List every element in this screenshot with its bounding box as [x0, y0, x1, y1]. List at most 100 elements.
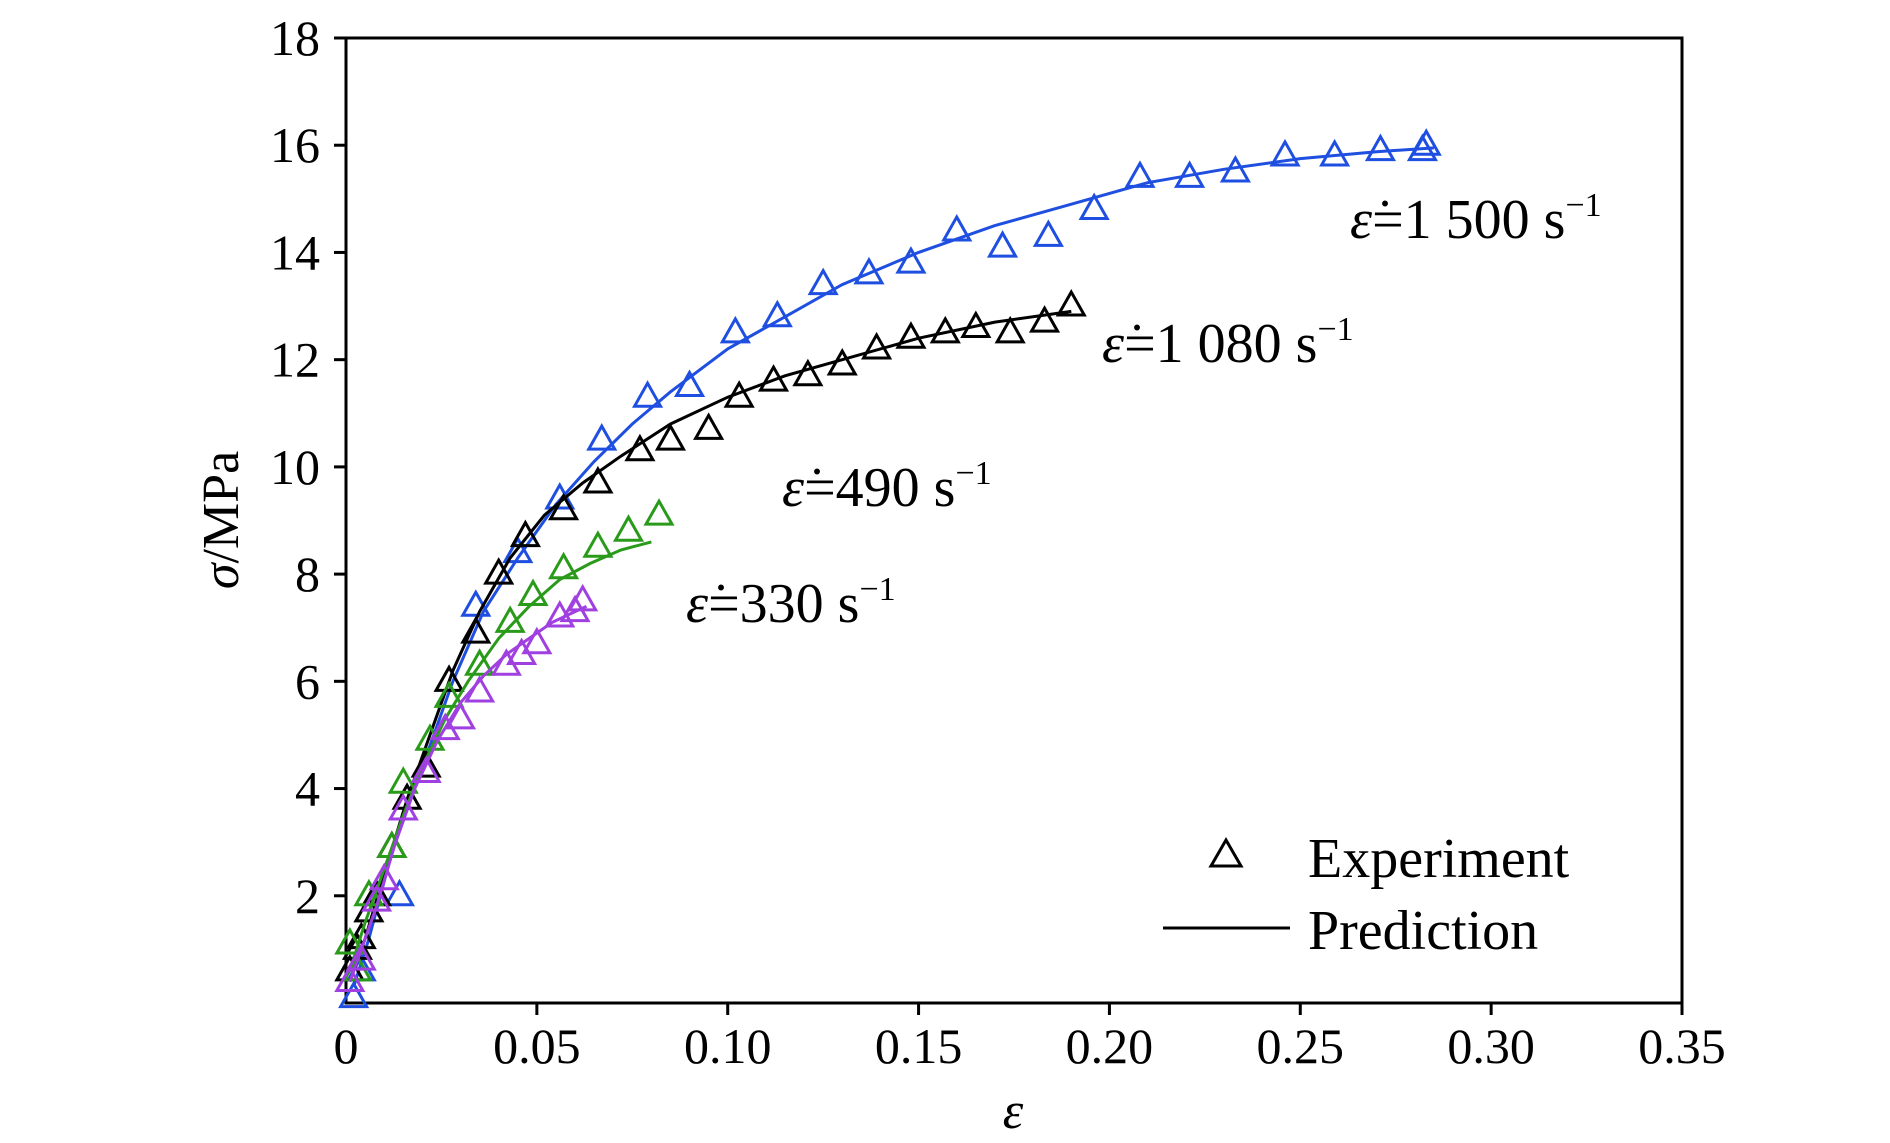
x-tick-label: 0.15 [875, 1018, 963, 1074]
x-tick-label: 0.25 [1257, 1018, 1345, 1074]
experiment-point-330 [368, 862, 400, 891]
y-tick-label: 6 [295, 653, 320, 709]
experiment-point-1080 [548, 492, 580, 521]
experiment-point-1080 [460, 616, 492, 644]
experiment-point-1080 [509, 519, 541, 548]
experiment-point-330 [444, 701, 477, 730]
experiment-point-1080 [433, 664, 465, 692]
y-axis-title: σ/MPa [193, 451, 250, 589]
annotation-330: ε̇=330 s−1 [686, 571, 896, 635]
x-tick-label: 0.05 [493, 1018, 581, 1074]
experiment-point-1080 [582, 465, 614, 494]
experiment-point-1500 [941, 213, 973, 242]
x-tick-label: 0.30 [1447, 1018, 1535, 1074]
experiment-point-1080 [624, 433, 656, 462]
legend-experiment-label: Experiment [1308, 828, 1570, 890]
experiment-point-1500 [761, 299, 793, 328]
experiment-point-1500 [1269, 138, 1301, 167]
y-axis-unit: /MPa [193, 451, 250, 564]
y-tick-label: 18 [270, 10, 320, 66]
experiment-point-1500 [673, 369, 706, 397]
experiment-point-490 [548, 551, 580, 580]
experiment-point-1500 [586, 423, 618, 451]
experiment-point-1500 [986, 230, 1019, 258]
experiment-point-330 [334, 964, 366, 993]
experiment-point-1500 [383, 878, 416, 907]
series-330 [334, 583, 599, 993]
prediction-line-490 [348, 540, 652, 972]
annotation-490: ε̇=490 s−1 [782, 455, 992, 519]
series-490 [334, 498, 675, 982]
experiment-point-1500 [895, 246, 927, 274]
experiment-point-490 [582, 530, 614, 558]
experiment-point-1080 [723, 380, 755, 408]
experiment-point-1080 [929, 315, 961, 344]
x-tick-label: 0.10 [684, 1018, 772, 1074]
x-tick-label: 0 [334, 1018, 359, 1074]
experiment-point-1080 [410, 750, 442, 778]
plot-frame [344, 36, 1684, 1005]
experiment-point-1500 [460, 589, 492, 617]
experiment-point-1500 [807, 267, 839, 296]
experiment-point-1080 [792, 358, 824, 387]
experiment-point-1080 [757, 364, 790, 392]
experiment-point-1500 [1078, 192, 1110, 221]
experiment-point-1500 [338, 980, 370, 1009]
annotation-1500: ε̇=1 500 s−1 [1350, 187, 1602, 251]
x-tick-label: 0.20 [1066, 1018, 1154, 1074]
experiment-point-1080 [483, 557, 515, 585]
experiment-point-490 [387, 766, 419, 794]
experiment-point-490 [353, 878, 385, 907]
experiment-point-1080 [994, 315, 1026, 344]
y-tick-label: 4 [295, 761, 320, 817]
rate-annotations: ε̇=1 500 s−1 ε̇=1 080 s−1 ε̇=490 s−1 ε̇=… [686, 187, 1602, 635]
experiment-point-1500 [1032, 219, 1064, 247]
y-tick-label: 16 [270, 117, 320, 173]
series-layer [334, 128, 1442, 1009]
experiment-point-1080 [1055, 289, 1087, 317]
x-axis-title: ε [1003, 1083, 1024, 1140]
experiment-point-1500 [1219, 154, 1251, 183]
x-tick-label: 0.35 [1638, 1018, 1726, 1074]
experiment-point-490 [334, 926, 366, 955]
experiment-point-330 [345, 943, 377, 971]
experiment-point-330 [567, 583, 599, 612]
legend: Experiment Prediction [1163, 828, 1570, 962]
legend-experiment-marker [1208, 836, 1244, 868]
experiment-point-490 [464, 648, 496, 676]
y-tick-label: 12 [270, 332, 320, 388]
experiment-point-330 [521, 626, 553, 655]
prediction-line-330 [348, 604, 588, 983]
experiment-point-1500 [1319, 138, 1351, 167]
series-1080 [334, 289, 1087, 983]
experiment-point-1080 [895, 321, 927, 349]
experiment-point-490 [494, 605, 526, 633]
y-tick-label: 14 [270, 224, 320, 280]
experiment-point-1080 [654, 423, 687, 451]
x-axis-ticks: 0 0.05 0.10 0.15 0.20 0.25 0.30 0.35 [334, 1003, 1726, 1074]
experiment-point-330 [410, 755, 442, 783]
experiment-point-1500 [853, 256, 885, 285]
experiment-point-490 [643, 498, 675, 526]
experiment-point-490 [517, 578, 549, 607]
series-1500 [338, 128, 1442, 1009]
y-tick-label: 8 [295, 546, 320, 602]
experiment-point-330 [360, 884, 393, 912]
experiment-point-1500 [1364, 133, 1397, 162]
experiment-point-1500 [1410, 128, 1442, 156]
experiment-point-490 [433, 680, 465, 708]
legend-prediction-label: Prediction [1308, 900, 1538, 962]
y-tick-label: 10 [270, 439, 320, 495]
experiment-point-1080 [960, 310, 992, 338]
experiment-point-1500 [502, 535, 534, 564]
experiment-point-1500 [1174, 160, 1206, 188]
experiment-point-1080 [1028, 305, 1061, 333]
y-tick-label: 2 [295, 868, 320, 924]
annotation-1080: ε̇=1 080 s−1 [1102, 311, 1354, 375]
y-axis-ticks: 2 4 6 8 10 12 14 16 18 [270, 10, 346, 924]
experiment-point-1500 [719, 315, 751, 344]
experiment-point-1080 [826, 347, 858, 376]
experiment-point-1080 [693, 412, 725, 440]
prediction-line-1500 [352, 146, 1434, 988]
